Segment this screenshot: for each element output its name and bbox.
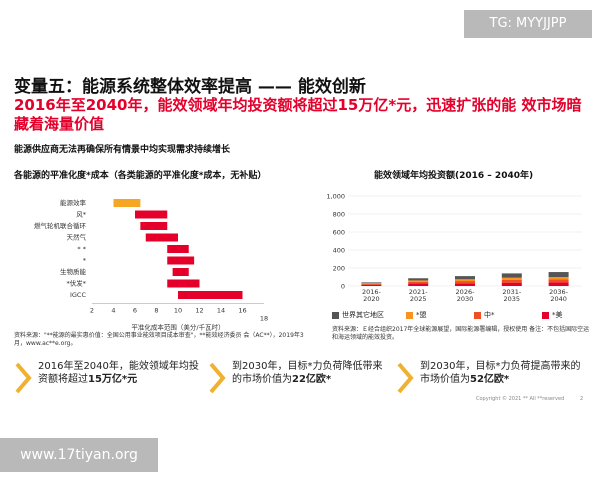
category-label: 能源效率 bbox=[60, 198, 87, 207]
callout-load-increase: 到2030年，目标*力负荷提高带来的市场价值为52亿欧* bbox=[396, 358, 586, 398]
stacked-bar-segment bbox=[548, 282, 569, 286]
stacked-bar-segment bbox=[548, 272, 569, 277]
category-label: 风* bbox=[76, 211, 87, 219]
stacked-bar-segment bbox=[455, 283, 475, 286]
x-tick-label: 2036- bbox=[549, 288, 569, 296]
range-bar bbox=[167, 279, 200, 288]
stacked-bar-segment bbox=[501, 273, 522, 278]
stacked-bar-segment bbox=[408, 278, 429, 281]
callout-value: 15万亿*元 bbox=[88, 374, 138, 385]
stacked-bar-segment bbox=[501, 279, 522, 283]
category-label: 生物质能 bbox=[60, 267, 87, 276]
callout-text: 到2030年，目标*力负荷降低带来的市场价值为 bbox=[232, 361, 383, 385]
stacked-bar-segment bbox=[361, 282, 382, 284]
x-tick-label: 2030 bbox=[457, 295, 474, 302]
stacked-bar-segment bbox=[501, 282, 522, 286]
x-tick-label: 6 bbox=[133, 307, 137, 315]
x-tick-label: 2031- bbox=[502, 288, 522, 296]
x-tick-label: 4 bbox=[111, 307, 115, 315]
x-tick-label: 2020 bbox=[363, 295, 380, 302]
x-tick-label: 12 bbox=[195, 307, 203, 315]
x-tick-label: 14 bbox=[217, 307, 225, 315]
page-note: 能源供应商无法再确保所有情景中均实现需求持续增长 bbox=[14, 145, 231, 155]
stacked-bar-segment bbox=[408, 283, 429, 286]
x-tick-label: 2035 bbox=[504, 295, 521, 302]
x-tick-label: 16 bbox=[238, 307, 246, 315]
stacked-bar-segment bbox=[548, 277, 569, 280]
chart-legend: 世界其它地区 *盟 中* *美 bbox=[332, 310, 592, 322]
legend-swatch-rest bbox=[332, 312, 339, 319]
chevron-right-icon bbox=[209, 362, 226, 394]
chevron-right-icon bbox=[397, 362, 414, 394]
stacked-bar-segment bbox=[548, 279, 569, 283]
x-tick-label: 10 bbox=[174, 307, 182, 315]
range-bar bbox=[113, 199, 141, 207]
callout-investment: 2016年至2040年，能效领域年均投资额将超过15万亿*元 bbox=[14, 358, 204, 398]
y-tick-label: 800 bbox=[333, 211, 345, 219]
y-tick-label: 0 bbox=[341, 283, 345, 291]
range-bar bbox=[178, 291, 243, 299]
y-tick-label: 400 bbox=[333, 247, 345, 255]
stacked-bar-segment bbox=[361, 284, 382, 286]
range-bar bbox=[167, 256, 195, 265]
y-tick-label: 1,000 bbox=[326, 193, 345, 201]
page-subtitle: 2016年至2040年，能效领域年均投资额将超过15万亿*元，迅速扩张的能 效市… bbox=[14, 96, 582, 133]
x-tick-label: 2040 bbox=[550, 295, 567, 302]
range-bar bbox=[135, 210, 168, 219]
legend-label: *美 bbox=[552, 311, 563, 319]
investment-stacked-chart: 0 200 400 600 800 1,000 2016-2020 2021-2025 2026… bbox=[326, 193, 582, 302]
x-tick-label: 2026- bbox=[456, 288, 476, 296]
callout-text: 2016年至2040年，能效领域年均投资额将超过 bbox=[38, 361, 199, 385]
y-tick-label: 200 bbox=[333, 265, 345, 273]
legend-swatch-us bbox=[542, 312, 549, 319]
left-chart-title: 各能源的平准化度*成本（各类能源的平准化度*成本，无补贴） bbox=[14, 171, 267, 181]
site-watermark: www.17tiyan.org bbox=[0, 438, 158, 472]
range-bar bbox=[172, 268, 189, 276]
x-tick-label: 2016- bbox=[362, 288, 382, 296]
x-tick-label: 8 bbox=[154, 307, 158, 315]
x-tick-label: 18 bbox=[260, 315, 268, 323]
category-label: * * bbox=[77, 245, 86, 253]
callout-value: 52亿欧* bbox=[470, 374, 510, 385]
page-title: 变量五：能源系统整体效率提高 —— 能效创新 bbox=[14, 77, 366, 97]
stacked-bar-segment bbox=[455, 276, 475, 280]
legend-swatch-eu bbox=[406, 312, 413, 319]
page-number: 2 bbox=[580, 396, 584, 402]
stacked-bar-segment bbox=[501, 277, 522, 280]
copyright: Copyright © 2021 ** All **reserved bbox=[476, 396, 565, 402]
legend-label: 世界其它地区 bbox=[342, 311, 384, 319]
x-tick-label: 2021- bbox=[409, 288, 429, 296]
telegram-watermark: TG: MYYJJPP bbox=[464, 10, 592, 38]
legend-label: *盟 bbox=[416, 311, 427, 319]
stacked-bar-segment bbox=[361, 283, 382, 285]
chevron-right-icon bbox=[15, 362, 32, 394]
right-source-note: 资料来源：Ｅ经合组织2017年全球能源展望，国际能源署编辑，授权使用 备注：不包… bbox=[332, 326, 590, 341]
x-axis-title: 平准化成本范围（美分/千瓦时） bbox=[131, 323, 224, 332]
callout-text: 到2030年，目标*力负荷提高带来的市场价值为 bbox=[420, 361, 581, 385]
category-label: 燃气轮机联合循环 bbox=[34, 221, 87, 230]
category-label: 天然气 bbox=[67, 233, 87, 242]
x-tick-label: 2025 bbox=[410, 295, 427, 302]
callout-load-reduction: 到2030年，目标*力负荷降低带来的市场价值为22亿欧* bbox=[208, 358, 388, 398]
legend-swatch-cn bbox=[474, 312, 481, 319]
range-bar bbox=[145, 233, 178, 242]
stacked-bar-segment bbox=[408, 280, 429, 282]
stacked-bar-segment bbox=[408, 281, 429, 284]
legend-label: 中* bbox=[484, 311, 495, 319]
y-tick-label: 600 bbox=[333, 229, 345, 237]
stacked-bar-segment bbox=[361, 283, 382, 284]
category-label: * bbox=[83, 257, 87, 265]
category-label: *伏发* bbox=[67, 279, 87, 288]
stacked-bar-segment bbox=[455, 281, 475, 284]
callout-value: 22亿欧* bbox=[292, 374, 332, 385]
category-label: IGCC bbox=[70, 291, 86, 299]
range-bar bbox=[140, 222, 168, 230]
left-source-note: 资料来源："**能源的最实惠价值：全国公用事业能效项目成本审查"，**能效经济委… bbox=[14, 332, 304, 347]
x-tick-label: 2 bbox=[90, 307, 94, 315]
range-bar bbox=[167, 245, 189, 253]
stacked-bar-segment bbox=[455, 279, 475, 282]
right-chart-title: 能效领域年均投资额(2016 – 2040年) bbox=[374, 171, 534, 181]
